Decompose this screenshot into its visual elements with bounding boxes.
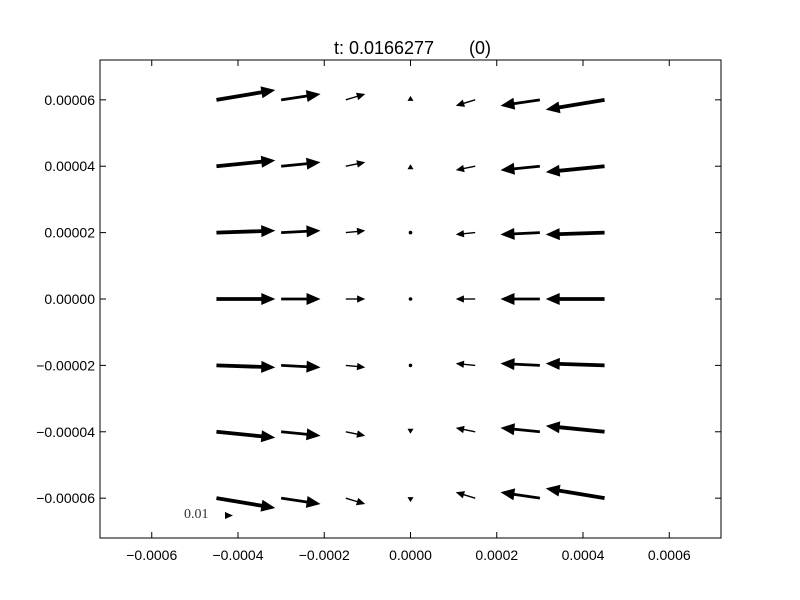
vector-arrow [455, 164, 476, 173]
vector-arrow [455, 491, 476, 499]
vector-arrow [345, 295, 366, 303]
y-tick-label: 0.00000 [44, 291, 95, 307]
x-tick-label: 0.0000 [389, 547, 432, 563]
y-tick-label: 0.00004 [44, 158, 95, 174]
y-tick-label: 0.00006 [44, 92, 95, 108]
vector-arrow [545, 164, 605, 177]
vector-arrow [545, 421, 605, 434]
vector-arrow [281, 360, 321, 373]
chart-title: t: 0.0166277 [334, 38, 434, 58]
vector-arrow [500, 293, 540, 305]
vector-arrow [281, 225, 321, 238]
vector-arrow [407, 95, 414, 101]
vector-arrow [408, 230, 413, 235]
vector-arrow [216, 429, 276, 443]
vector-arrow [500, 97, 541, 110]
vector-arrow [408, 297, 413, 301]
vector-arrow [280, 90, 321, 102]
x-tick-label: 0.0004 [562, 547, 605, 563]
vector-arrow [345, 497, 366, 506]
x-tick-label: 0.0006 [648, 547, 691, 563]
vector-arrow [455, 99, 476, 107]
vector-arrow [500, 488, 541, 501]
vector-arrow [500, 227, 540, 240]
scale-key-arrow [225, 512, 233, 519]
vector-arrow [345, 362, 366, 371]
vector-arrow [455, 425, 476, 434]
vector-arrow [500, 423, 541, 436]
vector-arrow [216, 86, 276, 102]
x-tick-label: −0.0002 [299, 547, 350, 563]
vector-arrow [545, 97, 605, 114]
vector-arrow [407, 497, 414, 503]
y-tick-label: 0.00002 [44, 225, 95, 241]
vector-arrow [280, 157, 321, 170]
vector-arrow [500, 358, 540, 371]
vector-arrow [345, 430, 366, 438]
vector-arrow [407, 164, 414, 170]
vector-arrow [216, 496, 276, 512]
vector-arrow [455, 295, 476, 303]
vector-arrow [216, 155, 276, 169]
vector-arrow [455, 230, 476, 238]
vector-arrow [407, 428, 414, 434]
vector-arrow [455, 360, 476, 368]
scale-key-label: 0.01 [184, 507, 209, 522]
vector-arrow [545, 228, 605, 241]
vector-arrow [216, 293, 276, 305]
vector-arrow [216, 225, 276, 238]
vector-arrow [345, 160, 366, 168]
vector-arrow [345, 227, 366, 236]
vector-arrow [545, 357, 605, 370]
vector-arrow [280, 428, 321, 441]
axis-ticks: −0.0006 −0.0004 −0.0002 0.0000 0.0002 0.0004 0… [36, 60, 721, 563]
chart-title-suffix: (0) [469, 38, 491, 58]
vector-arrow [545, 484, 605, 501]
y-tick-label: −0.00006 [36, 490, 95, 506]
vector-arrow [408, 363, 413, 368]
y-tick-label: −0.00004 [36, 424, 95, 440]
x-tick-label: −0.0004 [213, 547, 264, 563]
vector-arrow [545, 293, 605, 305]
vector-arrow [280, 496, 321, 508]
scale-key: 0.01 [184, 507, 233, 522]
vector-arrow [345, 92, 366, 101]
y-tick-label: −0.00002 [36, 357, 95, 373]
vector-arrow [281, 293, 321, 305]
vector-arrow [500, 162, 541, 175]
vector-arrow [216, 360, 276, 373]
x-tick-label: −0.0006 [126, 547, 177, 563]
x-tick-label: 0.0002 [475, 547, 518, 563]
vector-field [216, 86, 605, 512]
